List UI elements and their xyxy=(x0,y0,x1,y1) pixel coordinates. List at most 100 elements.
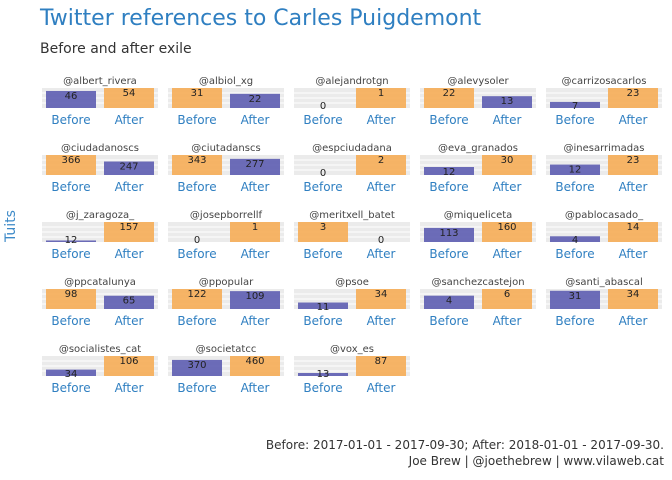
data-label-psoe-before: 11 xyxy=(317,302,330,313)
x-tick-pablocasado-after: After xyxy=(619,247,648,261)
facet-label-alevysoler: @alevysoler xyxy=(447,76,509,87)
x-tick-ciudadanoscs-after: After xyxy=(115,180,144,194)
facet-label-eva-granados: @eva_granados xyxy=(438,143,518,154)
facet-label-inesarrimadas: @inesarrimadas xyxy=(564,143,645,154)
bar-carrizosacarlos-before xyxy=(550,101,600,108)
data-label-alejandrotgn-before: 0 xyxy=(320,101,326,112)
data-label-pablocasado-before: 4 xyxy=(572,235,578,246)
bar-psoe-before xyxy=(298,302,348,309)
bar-socialistes-cat-after xyxy=(104,356,154,376)
data-label-alevysoler-after: 13 xyxy=(501,96,514,107)
bar-albert-rivera-before xyxy=(46,90,96,108)
bar-ciutadanscs-after xyxy=(230,158,280,175)
data-label-socialistes-cat-after: 106 xyxy=(119,356,138,367)
bar-socialistes-cat-before xyxy=(46,369,96,376)
x-tick-socialistes-cat-before: Before xyxy=(51,381,90,395)
x-tick-meritxell-batet-after: After xyxy=(367,247,396,261)
x-tick-eva-granados-after: After xyxy=(493,180,522,194)
data-label-carrizosacarlos-after: 23 xyxy=(627,88,640,99)
data-label-j-zaragoza-after: 157 xyxy=(119,222,138,233)
facet-label-albiol-xg: @albiol_xg xyxy=(199,76,253,87)
x-tick-ciutadanscs-before: Before xyxy=(177,180,216,194)
facet-label-j-zaragoza: @j_zaragoza_ xyxy=(66,210,135,221)
data-label-ciudadanoscs-after: 247 xyxy=(119,162,138,173)
x-tick-alevysoler-after: After xyxy=(493,113,522,127)
bar-carrizosacarlos-after xyxy=(608,88,658,108)
data-label-alevysoler-before: 22 xyxy=(443,88,456,99)
data-label-sanchezcastejon-after: 6 xyxy=(504,289,510,300)
x-tick-psoe-after: After xyxy=(367,314,396,328)
data-label-miqueliceta-before: 113 xyxy=(439,228,458,239)
x-tick-alevysoler-before: Before xyxy=(429,113,468,127)
x-tick-ppcatalunya-before: Before xyxy=(51,314,90,328)
chart-caption: Before: 2017-01-01 - 2017-09-30; After: … xyxy=(266,437,664,469)
x-tick-santi-abascal-before: Before xyxy=(555,314,594,328)
x-tick-santi-abascal-after: After xyxy=(619,314,648,328)
x-tick-albiol-xg-after: After xyxy=(241,113,270,127)
facet-label-carrizosacarlos: @carrizosacarlos xyxy=(562,76,647,87)
bar-ciudadanoscs-before xyxy=(46,155,96,175)
data-label-carrizosacarlos-before: 7 xyxy=(572,101,578,112)
x-tick-miqueliceta-after: After xyxy=(493,247,522,261)
x-tick-miqueliceta-before: Before xyxy=(429,247,468,261)
data-label-miqueliceta-after: 160 xyxy=(497,222,516,233)
bar-j-zaragoza-before xyxy=(46,240,96,242)
facet-label-espciudadana: @espciudadana xyxy=(312,143,392,154)
x-tick-psoe-before: Before xyxy=(303,314,342,328)
data-label-santi-abascal-after: 34 xyxy=(627,289,640,300)
bar-eva-granados-before xyxy=(424,167,474,175)
data-label-vox-es-after: 87 xyxy=(375,356,388,367)
bar-albiol-xg-after xyxy=(230,93,280,108)
bar-ciutadanscs-before xyxy=(172,155,222,175)
bar-sanchezcastejon-before xyxy=(424,295,474,309)
data-label-ciutadanscs-after: 277 xyxy=(245,159,264,170)
x-tick-ciudadanoscs-before: Before xyxy=(51,180,90,194)
bar-miqueliceta-before xyxy=(424,227,474,242)
bar-ppopular-before xyxy=(172,289,222,309)
facet-label-sanchezcastejon: @sanchezcastejon xyxy=(431,277,524,288)
x-tick-j-zaragoza-after: After xyxy=(115,247,144,261)
facet-label-ciutadanscs: @ciutadanscs xyxy=(191,143,260,154)
facet-label-pablocasado: @pablocasado_ xyxy=(565,210,644,221)
facet-label-albert-rivera: @albert_rivera xyxy=(63,76,137,87)
bar-inesarrimadas-after xyxy=(608,155,658,175)
bar-josepborrellf-after xyxy=(230,222,280,242)
data-label-espciudadana-after: 2 xyxy=(378,155,384,166)
bar-j-zaragoza-after xyxy=(104,222,154,242)
bar-meritxell-batet-before xyxy=(298,222,348,242)
x-tick-albert-rivera-before: Before xyxy=(51,113,90,127)
bar-ppcatalunya-after xyxy=(104,295,154,309)
data-label-santi-abascal-before: 31 xyxy=(569,291,582,302)
bar-eva-granados-after xyxy=(482,155,532,175)
x-tick-sanchezcastejon-after: After xyxy=(493,314,522,328)
bar-santi-abascal-after xyxy=(608,289,658,309)
bar-inesarrimadas-before xyxy=(550,164,600,175)
x-tick-albert-rivera-after: After xyxy=(115,113,144,127)
bar-psoe-after xyxy=(356,289,406,309)
x-tick-carrizosacarlos-after: After xyxy=(619,113,648,127)
x-tick-eva-granados-before: Before xyxy=(429,180,468,194)
data-label-albert-rivera-before: 46 xyxy=(65,91,78,102)
x-tick-ppopular-after: After xyxy=(241,314,270,328)
bar-albert-rivera-after xyxy=(104,88,154,108)
facet-label-socialistes-cat: @socialistes_cat xyxy=(59,344,141,355)
bar-albiol-xg-before xyxy=(172,88,222,108)
data-label-eva-granados-after: 30 xyxy=(501,155,514,166)
data-label-sanchezcastejon-before: 4 xyxy=(446,296,452,307)
data-label-societatcc-before: 370 xyxy=(187,360,206,371)
x-tick-josepborrellf-after: After xyxy=(241,247,270,261)
x-tick-carrizosacarlos-before: Before xyxy=(555,113,594,127)
bar-alevysoler-after xyxy=(482,96,532,108)
x-tick-societatcc-before: Before xyxy=(177,381,216,395)
data-label-inesarrimadas-after: 23 xyxy=(627,155,640,166)
data-label-psoe-after: 34 xyxy=(375,289,388,300)
data-label-ciudadanoscs-before: 366 xyxy=(61,155,80,166)
x-tick-espciudadana-after: After xyxy=(367,180,396,194)
facet-label-psoe: @psoe xyxy=(335,277,369,288)
bar-espciudadana-after xyxy=(356,155,406,175)
bar-vox-es-before xyxy=(298,373,348,376)
x-tick-pablocasado-before: Before xyxy=(555,247,594,261)
facet-label-vox-es: @vox_es xyxy=(330,344,374,355)
x-tick-socialistes-cat-after: After xyxy=(115,381,144,395)
x-tick-ppcatalunya-after: After xyxy=(115,314,144,328)
